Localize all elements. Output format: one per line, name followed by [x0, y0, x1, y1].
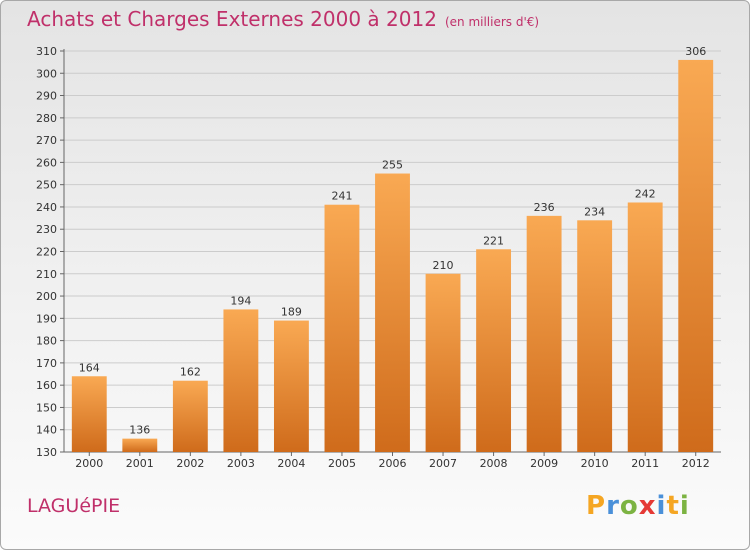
x-tick-label-2009: 2009 [530, 457, 558, 470]
y-tick-label: 160 [36, 379, 57, 392]
bar-2000 [71, 376, 107, 452]
y-tick-label: 260 [36, 156, 57, 169]
y-tick-label: 190 [36, 312, 57, 325]
proxiti-logo: Proxiti [586, 491, 690, 521]
x-tick-label-2010: 2010 [581, 457, 609, 470]
bar-2006 [375, 173, 410, 452]
y-tick-label: 270 [36, 134, 57, 147]
x-tick-label-2012: 2012 [682, 457, 710, 470]
data-label-2002: 162 [180, 366, 201, 379]
data-label-2005: 241 [331, 190, 352, 203]
y-tick-label: 280 [36, 112, 57, 125]
bar-2002 [172, 380, 208, 452]
commune-name: LAGUéPIE [27, 495, 121, 517]
x-tick-label-2006: 2006 [379, 457, 407, 470]
logo-letter: t [666, 491, 680, 521]
logo-letter: o [619, 491, 639, 521]
y-tick-label: 130 [36, 446, 57, 459]
x-tick-label-2000: 2000 [75, 457, 103, 470]
bar-2010 [577, 220, 613, 452]
chart-subtitle: (en milliers d'€) [444, 15, 540, 29]
bar-2008 [476, 249, 512, 452]
chart-title: Achats et Charges Externes 2000 à 2012 [27, 7, 437, 31]
y-tick-label: 140 [36, 424, 57, 437]
data-label-2012: 306 [685, 45, 706, 58]
x-tick-label-2001: 2001 [126, 457, 154, 470]
bar-2011 [627, 202, 663, 452]
y-tick-label: 290 [36, 90, 57, 103]
data-label-2009: 236 [534, 201, 555, 214]
x-tick-label-2004: 2004 [277, 457, 305, 470]
bar-2009 [526, 215, 562, 452]
bar-2004 [273, 320, 309, 452]
logo-letter: x [638, 491, 657, 521]
bar-2001 [122, 438, 158, 452]
x-tick-label-2003: 2003 [227, 457, 255, 470]
bar-2012 [678, 59, 714, 453]
bar-2007 [425, 273, 461, 452]
y-tick-label: 300 [36, 67, 57, 80]
data-labels: 164 136 162 194 189 241 255 210 221 236 234 242 306 [79, 45, 706, 437]
x-tick-label-2008: 2008 [480, 457, 508, 470]
x-tick-label-2011: 2011 [631, 457, 659, 470]
logo-letter: i [679, 491, 690, 521]
data-label-2008: 221 [483, 234, 504, 247]
y-tick-label: 240 [36, 201, 57, 214]
y-tick-label: 210 [36, 268, 57, 281]
data-label-2006: 255 [382, 159, 403, 172]
data-label-2011: 242 [635, 187, 656, 200]
data-label-2003: 194 [230, 294, 251, 307]
chart-title-block: Achats et Charges Externes 2000 à 2012 (e… [27, 7, 539, 31]
data-label-2004: 189 [281, 306, 302, 319]
bar-2003 [223, 309, 259, 452]
data-label-2001: 136 [129, 424, 150, 437]
y-tick-label: 200 [36, 290, 57, 303]
data-label-2010: 234 [584, 205, 605, 218]
logo-letter: r [606, 491, 620, 521]
data-label-2007: 210 [433, 259, 454, 272]
logo-letter: i [656, 491, 667, 521]
y-tick-label: 150 [36, 401, 57, 414]
y-tick-label: 170 [36, 357, 57, 370]
x-tick-label-2002: 2002 [176, 457, 204, 470]
y-tick-label: 310 [36, 45, 57, 58]
bar-2005 [324, 204, 360, 452]
y-tick-label: 250 [36, 179, 57, 192]
y-tick-label: 180 [36, 335, 57, 348]
bars [71, 59, 714, 453]
logo-letter: P [586, 491, 607, 521]
y-tick-label: 220 [36, 246, 57, 259]
x-tick-label-2007: 2007 [429, 457, 457, 470]
y-tick-label: 230 [36, 223, 57, 236]
data-label-2000: 164 [79, 361, 100, 374]
x-tick-label-2005: 2005 [328, 457, 356, 470]
